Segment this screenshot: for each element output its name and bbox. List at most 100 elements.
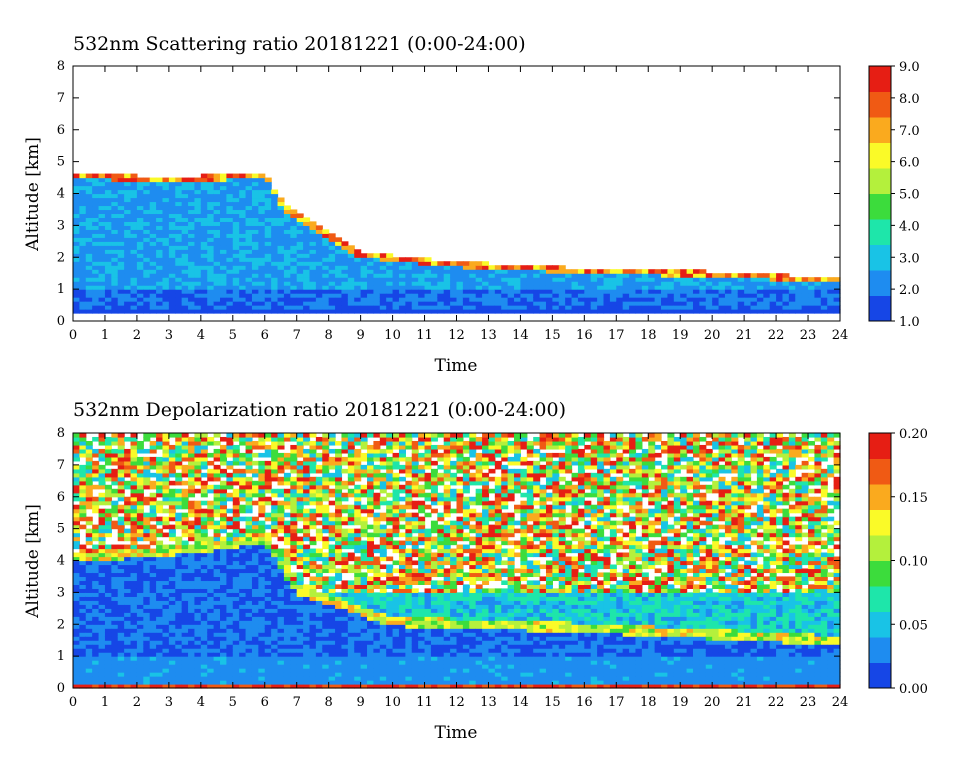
heatmap-cell: [73, 261, 80, 266]
heatmap-cell: [232, 656, 240, 661]
heatmap-cell: [271, 620, 279, 625]
heatmap-cell: [335, 612, 343, 617]
heatmap-cell: [322, 552, 330, 558]
heatmap-cell: [341, 484, 349, 490]
heatmap-cell: [73, 564, 80, 570]
heatmap-cell: [271, 528, 279, 534]
heatmap-cell: [251, 209, 259, 215]
heatmap-cell: [111, 293, 119, 298]
heatmap-cell: [98, 261, 106, 266]
heatmap-cell: [245, 544, 253, 550]
heatmap-cell: [226, 433, 234, 438]
heatmap-cell: [143, 181, 151, 187]
heatmap-cell: [290, 269, 298, 274]
heatmap-cell: [85, 488, 93, 494]
heatmap-cell: [111, 476, 119, 482]
heatmap-cell: [85, 616, 93, 621]
heatmap-cell: [232, 640, 240, 645]
heatmap-cell: [264, 632, 272, 637]
heatmap-cell: [603, 277, 611, 282]
heatmap-cell: [303, 624, 311, 629]
heatmap-cell: [188, 217, 196, 222]
heatmap-cell: [143, 512, 151, 518]
heatmap-cell: [194, 640, 202, 645]
heatmap-cell: [290, 433, 298, 438]
heatmap-cell: [104, 548, 112, 554]
heatmap-cell: [79, 592, 87, 597]
heatmap-cell: [290, 652, 298, 657]
heatmap-cell: [168, 556, 176, 562]
heatmap-cell: [92, 536, 100, 542]
heatmap-cell: [245, 572, 253, 578]
heatmap-cell: [271, 492, 279, 498]
heatmap-cell: [430, 273, 438, 278]
heatmap-cell: [341, 301, 349, 306]
heatmap-cell: [220, 584, 227, 589]
heatmap-cell: [104, 225, 112, 230]
heatmap-cell: [545, 289, 553, 294]
heatmap-cell: [776, 289, 784, 294]
heatmap-cell: [501, 293, 509, 298]
heatmap-cell: [271, 668, 279, 673]
heatmap-cell: [188, 472, 196, 478]
heatmap-cell: [162, 309, 170, 314]
heatmap-cell: [232, 668, 240, 673]
heatmap-cell: [232, 548, 240, 554]
heatmap-cell: [354, 512, 362, 518]
heatmap-cell: [111, 448, 119, 454]
heatmap-cell: [309, 225, 317, 230]
heatmap-cell: [79, 229, 87, 234]
heatmap-cell: [200, 564, 208, 570]
x-tick-label: 22: [768, 328, 785, 343]
heatmap-cell: [104, 596, 112, 601]
heatmap-cell: [194, 436, 202, 442]
heatmap-cell: [424, 277, 432, 282]
heatmap-cell: [85, 500, 93, 506]
heatmap-cell: [188, 476, 196, 482]
heatmap-cell: [271, 433, 279, 438]
heatmap-cell: [296, 580, 304, 585]
heatmap-cell: [296, 253, 304, 258]
heatmap-cell: [296, 440, 304, 446]
heatmap-cell: [296, 468, 304, 474]
heatmap-cell: [686, 285, 694, 290]
heatmap-cell: [303, 668, 311, 673]
heatmap-cell: [520, 289, 528, 294]
heatmap-cell: [277, 636, 285, 641]
heatmap-cell: [175, 520, 183, 526]
heatmap-cell: [303, 600, 311, 605]
heatmap-cell: [98, 456, 106, 462]
heatmap-cell: [124, 241, 132, 246]
heatmap-cell: [296, 604, 304, 609]
heatmap-cell: [111, 556, 119, 562]
heatmap-cell: [245, 257, 253, 262]
heatmap-cell: [104, 440, 112, 446]
heatmap-cell: [386, 301, 394, 306]
heatmap-cell: [347, 508, 355, 514]
heatmap-cell: [245, 452, 253, 458]
heatmap-cell: [200, 205, 208, 211]
heatmap-cell: [124, 173, 132, 179]
heatmap-cell: [156, 456, 164, 462]
heatmap-cell: [188, 309, 196, 314]
heatmap-cell: [258, 608, 266, 613]
heatmap-cell: [258, 221, 266, 226]
heatmap-cell: [117, 580, 125, 585]
heatmap-cell: [245, 273, 253, 278]
heatmap-cell: [315, 576, 323, 582]
heatmap-cell: [149, 233, 157, 238]
heatmap-cell: [251, 620, 259, 625]
heatmap-cell: [213, 289, 221, 294]
heatmap-cell: [104, 460, 112, 466]
heatmap-cell: [188, 225, 196, 230]
heatmap-cell: [648, 281, 656, 286]
heatmap-cell: [411, 273, 419, 278]
heatmap-cell: [117, 484, 125, 490]
heatmap-cell: [104, 297, 112, 302]
panel1-colorbar: 1.02.03.04.05.06.07.08.09.0: [868, 60, 920, 330]
heatmap-cell: [303, 273, 311, 278]
heatmap-cell: [251, 668, 259, 673]
heatmap-cell: [290, 636, 298, 641]
heatmap-cell: [213, 588, 221, 593]
heatmap-cell: [117, 668, 125, 673]
